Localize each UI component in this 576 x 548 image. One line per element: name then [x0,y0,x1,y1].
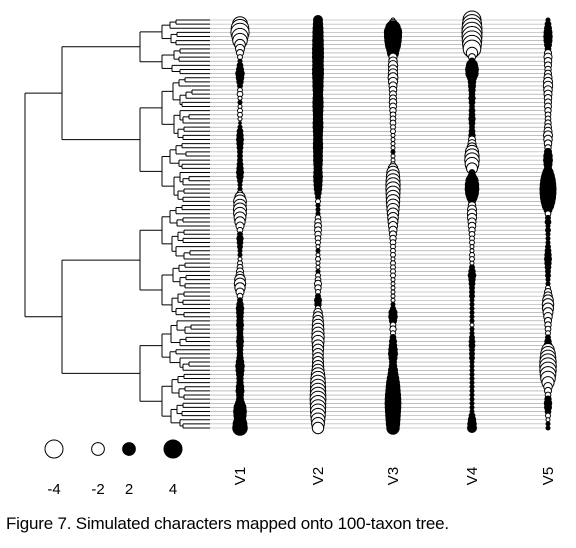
character-point [469,400,475,406]
character-point [237,116,243,122]
character-point [469,371,475,377]
character-point [545,231,551,237]
character-point [315,260,321,266]
character-point [390,293,396,299]
character-point [545,421,551,427]
character-point [469,305,475,311]
character-point [545,277,551,283]
character-point [390,137,396,143]
character-point [315,248,321,254]
character-point [469,322,475,328]
column-label: V5 [540,467,557,485]
character-point [469,297,475,303]
column-label: V4 [464,467,481,485]
character-point [390,132,396,138]
character-point [469,384,475,390]
character-point [469,314,475,320]
legend-circle [122,442,136,456]
character-point [237,252,243,258]
character-point [390,289,396,295]
character-point [315,244,321,250]
character-point [469,310,475,316]
character-point [469,363,475,369]
character-point [469,244,475,250]
character-point [311,421,325,435]
character-point [390,149,396,155]
legend-label: 4 [169,481,177,498]
column-label: V3 [385,467,402,485]
column-labels: V1 V2 V3 V4 V5 [232,467,557,485]
legend-label: 2 [125,481,133,498]
character-point [390,297,396,303]
character-point [237,95,243,101]
character-point [390,153,396,159]
character-point [469,326,475,332]
taxon-guide-lines [210,19,548,429]
character-point [545,425,551,431]
character-point [469,404,475,410]
character-point [469,392,475,398]
character-point [469,367,475,373]
character-point [390,285,396,291]
character-point [238,121,242,125]
character-point [390,277,396,283]
legend-circle [44,439,64,459]
legend-label: -2 [91,481,104,498]
size-legend: -4 -2 2 4 [44,439,183,498]
character-point [390,145,396,151]
character-point [469,359,475,365]
phylogenetic-tree [24,19,210,429]
character-point [386,421,400,435]
character-point [315,207,321,213]
character-point [232,420,248,436]
legend-circle [163,439,183,459]
column-label: V2 [310,467,327,485]
character-circles [230,10,557,436]
character-point [469,318,475,324]
character-point [545,235,551,241]
character-point [469,396,475,402]
character-point [469,301,475,307]
character-point [390,141,396,147]
character-point [469,388,475,394]
character-point [315,202,321,208]
character-point [237,99,243,105]
character-point [315,264,321,270]
legend-label: -4 [47,481,60,498]
character-point [469,380,475,386]
character-point [237,248,243,254]
figure-caption: Figure 7. Simulated characters mapped on… [6,514,449,533]
legend-circle [91,442,105,456]
character-point [237,182,243,188]
column-label: V1 [232,467,249,485]
character-point [469,376,475,382]
character-point [390,281,396,287]
character-point [545,417,551,423]
character-point [467,423,477,433]
